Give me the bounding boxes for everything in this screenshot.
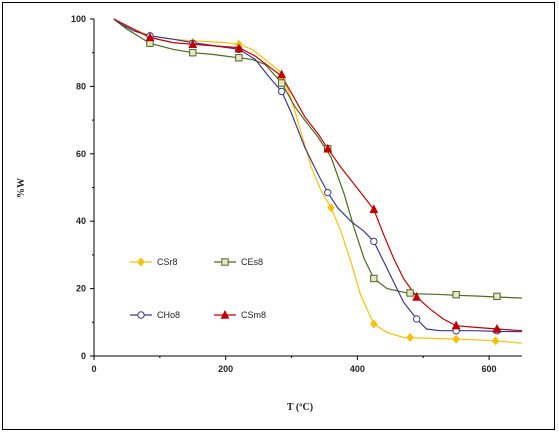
series-markers	[145, 31, 502, 346]
axes	[90, 18, 522, 360]
data-point-CEs8	[370, 274, 378, 283]
data-point-CSr8	[369, 319, 378, 329]
data-point-CEs8	[452, 290, 460, 299]
series-lines	[113, 18, 523, 344]
data-point-CSr8	[406, 332, 414, 343]
data-point-CSr8	[452, 334, 461, 344]
data-point-CHo8	[324, 188, 332, 197]
data-point-CHo8	[277, 87, 286, 96]
y-axis-label: %W	[16, 178, 27, 198]
y-tick-label: 20	[76, 284, 86, 294]
data-point-CSm8	[323, 143, 333, 153]
series-line-CSr8	[113, 18, 523, 344]
data-point-CHo8	[412, 315, 421, 323]
legend-marker-CHo8	[137, 311, 145, 319]
series-line-CSm8	[113, 18, 523, 332]
data-point-CEs8	[235, 54, 243, 62]
legend-marker-CSr8	[137, 257, 145, 267]
data-point-CSm8	[412, 291, 422, 301]
legend: CSr8 CEs8 CHo8 CSm8	[130, 257, 266, 320]
y-tick-label: 80	[76, 81, 86, 91]
data-point-CSm8	[145, 32, 155, 42]
data-point-CEs8	[277, 79, 286, 87]
data-point-CSm8	[277, 69, 287, 79]
data-point-CSr8	[327, 203, 335, 213]
y-tick-label: 0	[81, 351, 86, 361]
data-point-CSm8	[188, 39, 198, 48]
data-point-CSm8	[492, 323, 502, 333]
y-tick-label: 60	[76, 149, 86, 159]
legend-marker-CEs8	[221, 258, 229, 266]
chart-frame	[2, 2, 555, 430]
x-tick-label: 0	[91, 364, 96, 374]
x-tick-label: 600	[482, 364, 497, 374]
series-line-CHo8	[113, 18, 523, 333]
legend-label-CHo8: CHo8	[157, 310, 180, 320]
data-point-CSm8	[234, 43, 244, 53]
tick-labels: 0 20 40 60 80 100 0 200 400 600	[71, 14, 497, 374]
legend-marker-CSm8	[220, 309, 230, 319]
legend-label-CSm8: CSm8	[241, 310, 266, 320]
data-point-CSm8	[369, 204, 379, 214]
data-point-CEs8	[189, 49, 197, 57]
data-point-CSr8	[491, 336, 500, 346]
data-point-CEs8	[493, 292, 501, 301]
x-tick-label: 200	[218, 364, 233, 374]
x-axis-label: T (ºC)	[287, 402, 313, 413]
legend-label-CEs8: CEs8	[241, 257, 263, 267]
y-tick-label: 100	[71, 14, 86, 24]
legend-label-CSr8: CSr8	[157, 257, 178, 267]
data-point-CSm8	[451, 320, 461, 330]
data-point-CEs8	[406, 289, 414, 297]
x-tick-label: 400	[350, 364, 365, 374]
data-point-CHo8	[370, 237, 378, 246]
y-tick-label: 40	[76, 216, 86, 226]
